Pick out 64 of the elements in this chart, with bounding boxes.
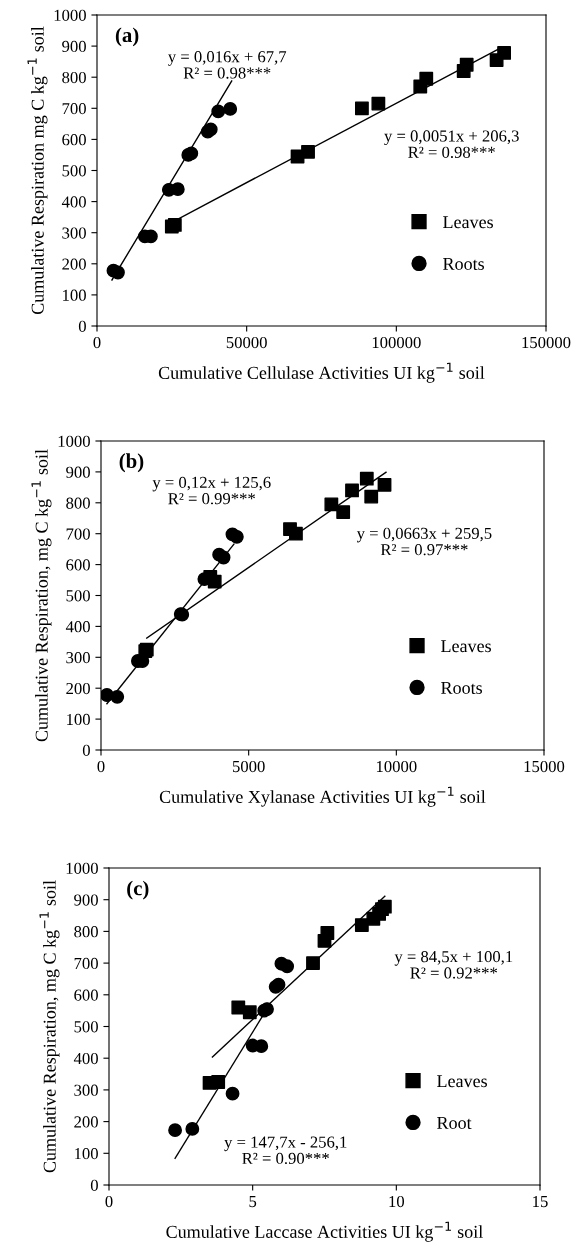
y-tick-label: 700 bbox=[62, 103, 86, 115]
legend-label: Leaves bbox=[443, 216, 493, 229]
y-tick-label: 300 bbox=[62, 227, 86, 239]
annotation: y = 0,016x + 67,7 R² = 0.98*** bbox=[168, 51, 287, 79]
y-tick-label: 300 bbox=[74, 1084, 98, 1096]
text: (b) bbox=[119, 453, 144, 473]
x-axis-title: Cumulative Laccase Activities UI kg$^{−1}$ soil bbox=[166, 1221, 483, 1242]
x-tick-label: 15 bbox=[533, 1195, 548, 1208]
legend-label: Leaves bbox=[441, 640, 491, 653]
y-tick-label: 1000 bbox=[54, 9, 86, 21]
y-tick-label: 700 bbox=[74, 957, 98, 970]
x-axis-title: Cumulative Xylanase Activities UI kg$^{−1}$ soil bbox=[159, 786, 486, 807]
y-tick-label: 500 bbox=[74, 1021, 98, 1033]
annotation: y = 84,5x + 100,1 R² = 0.92*** bbox=[394, 951, 513, 979]
y-tick-label: 500 bbox=[66, 590, 90, 602]
y-tick-label: 400 bbox=[73, 1052, 98, 1065]
y-tick-label: 900 bbox=[66, 466, 90, 478]
legend-label: Leaves bbox=[437, 1075, 487, 1088]
x-tick-label: 10000 bbox=[376, 760, 417, 773]
y-tick-label: 1000 bbox=[66, 862, 98, 874]
y-tick-label: 900 bbox=[74, 894, 98, 906]
y-tick-label: 200 bbox=[74, 1116, 98, 1128]
y-tick-label: 700 bbox=[66, 528, 90, 540]
y-axis-title: Cumulative Respiration mg C kg$^{−1}$ soil bbox=[27, 26, 48, 315]
y-tick-label: 0 bbox=[78, 320, 86, 332]
legend-label: Roots bbox=[443, 257, 484, 270]
x-tick-label: 100000 bbox=[372, 336, 421, 349]
annotation: y = 0,12x + 125,6 R² = 0.99*** bbox=[152, 476, 271, 505]
y-tick-label: 200 bbox=[66, 682, 90, 695]
y-tick-label: 300 bbox=[66, 652, 90, 664]
y-tick-label: 400 bbox=[61, 196, 86, 208]
y-tick-label: 100 bbox=[67, 713, 90, 726]
y-tick-label: 0 bbox=[90, 1179, 98, 1191]
x-axis-title: Cumulative Cellulase Activities UI kg$^{−1}$ soil bbox=[158, 362, 485, 383]
x-tick-label: 5000 bbox=[232, 760, 265, 773]
y-tick-label: 600 bbox=[66, 559, 90, 571]
y-axis-title: Cumulative Respiration, mg C kg$^{−1}$ soil bbox=[39, 880, 60, 1173]
y-tick-label: 100 bbox=[63, 289, 86, 301]
y-tick-label: 400 bbox=[65, 621, 90, 633]
x-tick-label: 0 bbox=[105, 1195, 113, 1208]
y-tick-label: 500 bbox=[62, 165, 86, 177]
annotation: y = 0,0051x + 206,3 R² = 0.98*** bbox=[384, 130, 519, 158]
y-tick-label: 800 bbox=[74, 926, 98, 938]
y-tick-label: 600 bbox=[62, 134, 86, 146]
y-tick-label: 0 bbox=[82, 744, 90, 756]
text: (a) bbox=[115, 27, 139, 47]
annotation: y = 0,0663x + 259,5 R² = 0.97*** bbox=[356, 527, 492, 556]
x-tick-label: 150000 bbox=[522, 336, 571, 349]
x-tick-label: 50000 bbox=[226, 336, 267, 349]
text: (c) bbox=[127, 880, 149, 900]
y-tick-label: 100 bbox=[75, 1148, 98, 1160]
annotation: y = 147,7x - 256,1 R² = 0.90*** bbox=[224, 1136, 347, 1165]
y-tick-label: 1000 bbox=[58, 435, 90, 447]
x-tick-label: 15000 bbox=[524, 760, 565, 773]
x-tick-label: 10 bbox=[389, 1195, 405, 1208]
legend-label: Roots bbox=[441, 681, 482, 694]
y-tick-label: 200 bbox=[62, 258, 86, 270]
y-tick-label: 800 bbox=[62, 71, 86, 84]
legend-label: Root bbox=[437, 1116, 472, 1129]
y-axis-title: Cumulative Respiration, mg C kg$^{−1}$ soil bbox=[31, 449, 52, 742]
y-tick-label: 600 bbox=[74, 989, 98, 1001]
x-tick-label: 5 bbox=[249, 1196, 257, 1208]
y-tick-label: 900 bbox=[62, 40, 86, 53]
y-tick-label: 800 bbox=[66, 497, 90, 509]
